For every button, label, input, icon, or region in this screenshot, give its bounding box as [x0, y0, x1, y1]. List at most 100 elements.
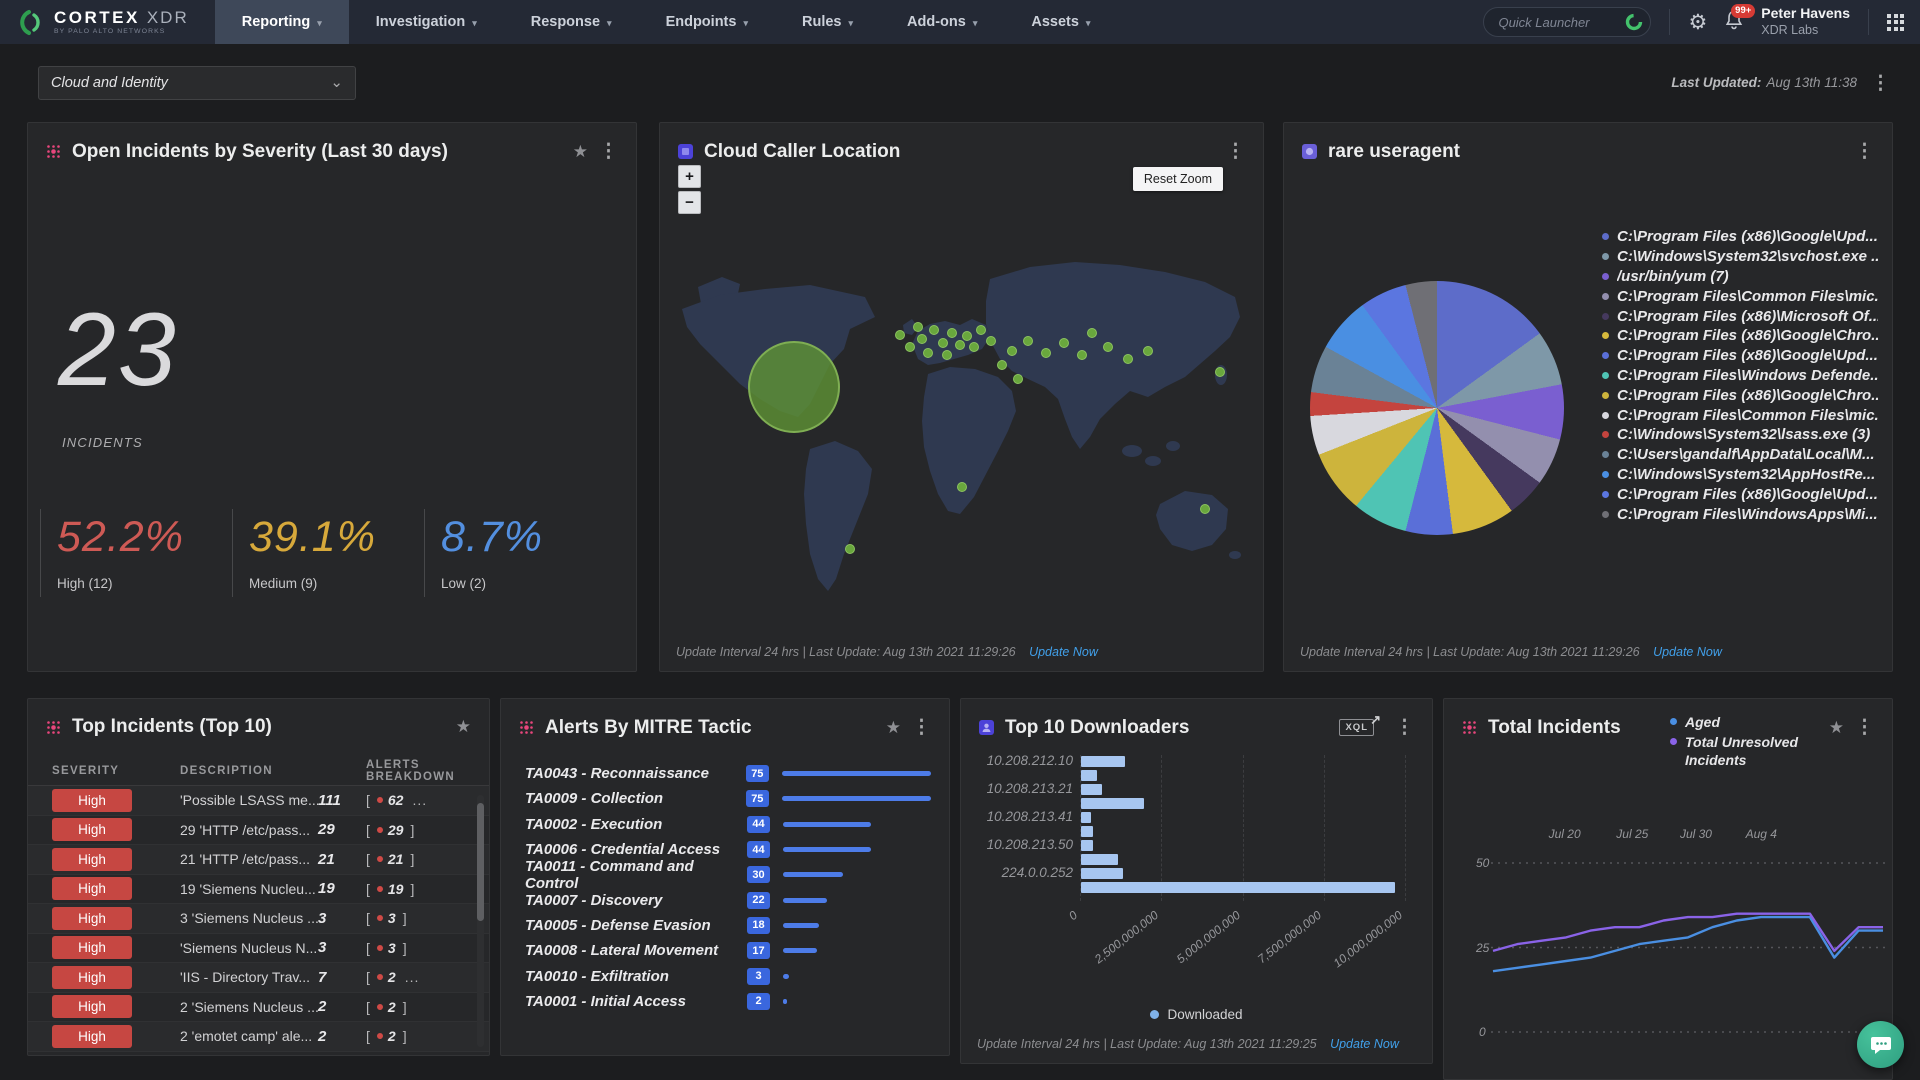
map-location-dot[interactable] [923, 348, 933, 358]
map-location-dot[interactable] [1077, 350, 1087, 360]
map-location-dot[interactable] [1103, 342, 1113, 352]
app-grid-icon[interactable] [1887, 13, 1904, 31]
downloaded-bar[interactable] [1081, 798, 1145, 809]
scrollbar-thumb[interactable] [477, 803, 484, 921]
update-now-link[interactable]: Update Now [1330, 1037, 1399, 1051]
downloaded-bar[interactable] [1081, 854, 1118, 865]
mitre-row[interactable]: TA0009 - Collection 75 [525, 786, 931, 811]
xql-query-icon[interactable]: XQL ↗ [1339, 712, 1381, 736]
map-location-dot[interactable] [986, 336, 996, 346]
mitre-row[interactable]: TA0011 - Command and Control 30 [525, 858, 931, 892]
widget-kebab-menu[interactable] [1855, 716, 1874, 739]
nav-item-response[interactable]: Response [504, 0, 639, 44]
mitre-row[interactable]: TA0010 - Exfiltration 3 [525, 963, 931, 988]
map-location-dot[interactable] [962, 331, 972, 341]
update-now-link[interactable]: Update Now [1653, 645, 1722, 659]
legend-item[interactable]: C:\Windows\System32\AppHostRe... [1602, 465, 1878, 485]
favorite-star-icon[interactable] [1829, 718, 1844, 738]
table-row[interactable]: High 3 'Siemens Nucleus ... 3[3] [28, 904, 489, 934]
widget-kebab-menu[interactable] [599, 140, 618, 163]
legend-item[interactable]: C:\Program Files (x86)\Google\Upd... [1602, 227, 1878, 247]
map-location-dot[interactable] [1200, 504, 1210, 514]
map-location-dot[interactable] [955, 340, 965, 350]
mitre-row[interactable]: TA0006 - Credential Access 44 [525, 837, 931, 862]
favorite-star-icon[interactable] [886, 718, 901, 738]
world-map[interactable]: + − Reset Zoom [660, 159, 1263, 615]
widget-kebab-menu[interactable] [1395, 716, 1414, 739]
quick-launcher-input[interactable] [1498, 14, 1625, 30]
map-location-dot[interactable] [1041, 348, 1051, 358]
dashboard-kebab-menu[interactable] [1871, 72, 1890, 95]
total-incidents-line-chart[interactable] [1489, 849, 1887, 1044]
table-row[interactable]: High 29 'HTTP /etc/pass... 29[29] [28, 816, 489, 845]
map-zoom-in-button[interactable]: + [678, 165, 701, 188]
map-location-dot[interactable] [895, 330, 905, 340]
quick-launcher[interactable] [1483, 7, 1652, 37]
map-location-dot[interactable] [997, 360, 1007, 370]
useragent-pie-chart[interactable] [1310, 281, 1564, 535]
legend-item[interactable]: C:\Windows\System32\svchost.exe ... [1602, 247, 1878, 267]
map-location-dot[interactable] [957, 482, 967, 492]
table-row[interactable]: High 'Siemens Nucleus N... 3[3] [28, 934, 489, 963]
map-location-bubble[interactable] [748, 341, 840, 433]
legend-item[interactable]: C:\Windows\System32\lsass.exe (3) [1602, 425, 1878, 445]
map-location-dot[interactable] [917, 334, 927, 344]
downloaded-bar[interactable] [1081, 770, 1098, 781]
mitre-row[interactable]: TA0002 - Execution 44 [525, 812, 931, 837]
downloaded-bar[interactable] [1081, 826, 1094, 837]
nav-item-investigation[interactable]: Investigation [349, 0, 504, 44]
table-row[interactable]: High 19 'Siemens Nucleu... 19[19] [28, 875, 489, 904]
map-location-dot[interactable] [1123, 354, 1133, 364]
legend-item[interactable]: C:\Program Files (x86)\Google\Upd... [1602, 484, 1878, 504]
legend-item[interactable]: C:\Program Files (x86)\Microsoft Of... [1602, 306, 1878, 326]
chat-support-button[interactable] [1857, 1021, 1904, 1068]
map-location-dot[interactable] [1013, 374, 1023, 384]
nav-item-reporting[interactable]: Reporting [214, 0, 349, 44]
map-location-dot[interactable] [1087, 328, 1097, 338]
map-location-dot[interactable] [969, 342, 979, 352]
nav-item-assets[interactable]: Assets [1004, 0, 1117, 44]
legend-item[interactable]: C:\Program Files\Common Files\mic... [1602, 286, 1878, 306]
legend-item[interactable]: Total Unresolved Incidents [1670, 733, 1828, 769]
legend-item[interactable]: C:\Program Files\Common Files\mic... [1602, 405, 1878, 425]
legend-item[interactable]: C:\Users\gandalf\AppData\Local\M... [1602, 445, 1878, 465]
downloaded-bar[interactable] [1081, 840, 1094, 851]
map-location-dot[interactable] [913, 322, 923, 332]
legend-item[interactable]: /usr/bin/yum (7) [1602, 267, 1878, 287]
table-row[interactable]: High 'Possible LSASS me... 111 [62... [28, 786, 489, 816]
update-now-link[interactable]: Update Now [1029, 645, 1098, 659]
legend-item[interactable]: C:\Program Files\Windows Defende... [1602, 366, 1878, 386]
map-location-dot[interactable] [976, 325, 986, 335]
mitre-row[interactable]: TA0001 - Initial Access 2 [525, 989, 931, 1014]
user-menu[interactable]: Peter Havens XDR Labs [1761, 5, 1850, 38]
table-row[interactable]: High 2 'Siemens Nucleus ... 2[2] [28, 993, 489, 1022]
map-location-dot[interactable] [1007, 346, 1017, 356]
map-zoom-out-button[interactable]: − [678, 191, 701, 214]
table-row[interactable]: High 2 'emotet camp' ale... 2[2] [28, 1022, 489, 1052]
map-location-dot[interactable] [1059, 338, 1069, 348]
map-location-dot[interactable] [905, 342, 915, 352]
favorite-star-icon[interactable] [456, 717, 471, 737]
map-location-dot[interactable] [1143, 346, 1153, 356]
map-location-dot[interactable] [1023, 336, 1033, 346]
favorite-star-icon[interactable] [573, 142, 588, 162]
map-location-dot[interactable] [1215, 367, 1225, 377]
downloaded-bar[interactable] [1081, 868, 1123, 879]
nav-item-addons[interactable]: Add-ons [880, 0, 1004, 44]
table-row[interactable]: High 21 'HTTP /etc/pass... 21[21] [28, 845, 489, 875]
map-location-dot[interactable] [947, 328, 957, 338]
map-location-dot[interactable] [942, 350, 952, 360]
map-location-dot[interactable] [929, 325, 939, 335]
mitre-row[interactable]: TA0008 - Lateral Movement 17 [525, 938, 931, 963]
brand[interactable]: CORTEX XDR BY PALO ALTO NETWORKS [0, 0, 215, 44]
legend-item[interactable]: C:\Program Files (x86)\Google\Chro... [1602, 326, 1878, 346]
widget-kebab-menu[interactable] [912, 716, 931, 739]
nav-item-endpoints[interactable]: Endpoints [639, 0, 775, 44]
mitre-row[interactable]: TA0043 - Reconnaissance 75 [525, 761, 931, 786]
map-location-dot[interactable] [938, 338, 948, 348]
reset-zoom-button[interactable]: Reset Zoom [1132, 167, 1223, 191]
widget-kebab-menu[interactable] [1855, 140, 1874, 163]
dashboard-selector[interactable]: Cloud and Identity [38, 66, 356, 100]
mitre-row[interactable]: TA0005 - Defense Evasion 18 [525, 913, 931, 938]
map-location-dot[interactable] [845, 544, 855, 554]
